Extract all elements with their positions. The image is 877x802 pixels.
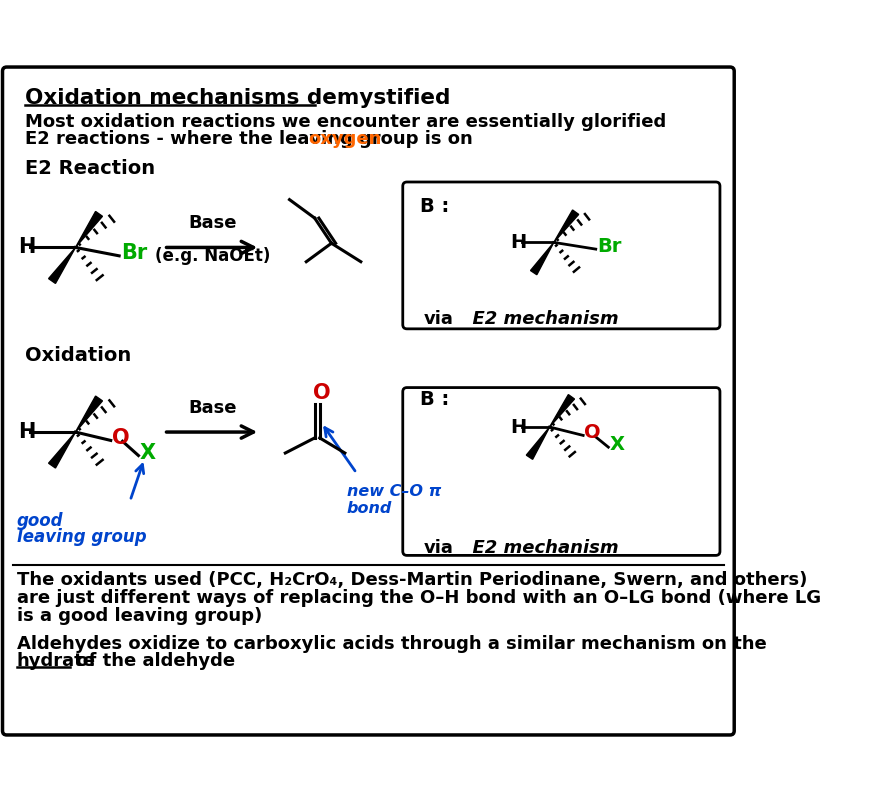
Text: is a good leaving group): is a good leaving group) [17,606,261,625]
Text: X: X [139,443,155,463]
Text: Oxidation mechanisms demystified: Oxidation mechanisms demystified [25,88,450,108]
Text: O: O [111,428,129,448]
Text: E2 mechanism: E2 mechanism [460,539,617,557]
Text: B :: B : [419,197,448,216]
Text: E2 mechanism: E2 mechanism [460,310,617,327]
Polygon shape [549,395,574,427]
Text: Base: Base [188,214,236,233]
FancyBboxPatch shape [3,67,733,735]
Text: H: H [510,418,526,436]
Text: Br: Br [596,237,621,256]
Text: of the aldehyde: of the aldehyde [69,652,234,670]
Polygon shape [48,432,75,468]
Text: H: H [18,422,36,442]
Text: Br: Br [121,243,147,263]
Text: O: O [583,423,600,443]
Polygon shape [48,248,75,283]
Text: new C–O π: new C–O π [346,484,440,499]
Text: leaving group: leaving group [17,528,146,545]
Text: are just different ways of replacing the O–H bond with an O–LG bond (where LG: are just different ways of replacing the… [17,589,820,607]
Text: good: good [17,512,63,530]
Polygon shape [75,396,103,432]
Text: hydrate: hydrate [17,652,96,670]
FancyBboxPatch shape [403,387,719,556]
Polygon shape [530,242,553,275]
Text: oxygen: oxygen [308,130,381,148]
Polygon shape [525,427,549,460]
Text: E2 Reaction: E2 Reaction [25,159,155,177]
Text: bond: bond [346,501,391,516]
Text: The oxidants used (PCC, H₂CrO₄, Dess-Martin Periodinane, Swern, and others): The oxidants used (PCC, H₂CrO₄, Dess-Mar… [17,571,806,589]
Text: O: O [312,383,331,403]
FancyBboxPatch shape [403,182,719,329]
Text: E2 reactions - where the leaving group is on: E2 reactions - where the leaving group i… [25,130,479,148]
Text: Most oxidation reactions we encounter are essentially glorified: Most oxidation reactions we encounter ar… [25,113,666,132]
Text: via: via [424,539,453,557]
Text: (e.g. NaOEt): (e.g. NaOEt) [154,248,269,265]
Text: Oxidation: Oxidation [25,346,132,365]
Text: Base: Base [188,399,236,417]
Polygon shape [75,212,103,248]
Text: H: H [18,237,36,257]
Polygon shape [553,210,578,242]
Text: via: via [424,310,453,327]
Text: X: X [609,435,624,454]
Text: H: H [510,233,526,252]
Text: Aldehydes oxidize to carboxylic acids through a similar mechanism on the: Aldehydes oxidize to carboxylic acids th… [17,635,766,653]
Text: B :: B : [419,390,448,409]
